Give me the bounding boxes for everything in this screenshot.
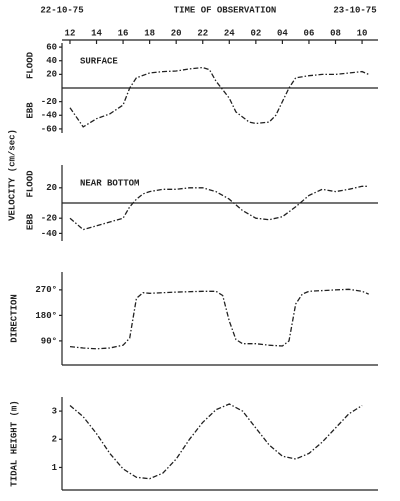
y-tick-label: 1 [52, 463, 58, 473]
x-tick-label: 10 [357, 28, 368, 38]
data-line [69, 185, 369, 231]
data-line [69, 403, 363, 480]
x-tick-label: 06 [304, 28, 315, 38]
x-tick-label: 14 [91, 28, 102, 38]
left-date: 22-10-75 [40, 5, 83, 15]
x-tick-label: 22 [197, 28, 208, 38]
y-tick-label: -60 [41, 124, 57, 134]
x-tick-label: 20 [171, 28, 182, 38]
x-tick-label: 12 [65, 28, 76, 38]
y-tick-label: 20 [46, 183, 57, 193]
y-tick-label: -40 [41, 111, 57, 121]
flood-label: FLOOD [25, 170, 35, 198]
y-tick-label: 2 [52, 435, 57, 445]
ebb-label: EBB [25, 102, 35, 119]
x-tick-label: 02 [250, 28, 261, 38]
y-tick-label: -20 [41, 97, 57, 107]
ebb-label: EBB [25, 213, 35, 230]
velocity-label: VELOCITY (cm/sec) [7, 129, 17, 221]
data-line [69, 288, 369, 350]
x-tick-label: 16 [118, 28, 129, 38]
y-axis-label: DIRECTION [9, 294, 19, 343]
y-tick-label: 270° [35, 285, 57, 295]
right-date: 23-10-75 [333, 5, 376, 15]
data-line [69, 66, 369, 128]
title: TIME OF OBSERVATION [174, 5, 277, 15]
flood-label: FLOOD [25, 51, 35, 79]
y-axis-label: TIDAL HEIGHT (m) [9, 400, 19, 486]
panel-label: NEAR BOTTOM [80, 178, 139, 188]
y-tick-label: 90° [41, 336, 57, 346]
y-tick-label: -20 [41, 214, 57, 224]
x-tick-label: 24 [224, 28, 235, 38]
y-tick-label: 3 [52, 406, 57, 416]
y-tick-label: 40 [46, 56, 57, 66]
panel-label: SURFACE [80, 56, 118, 66]
y-tick-label: 60 [46, 42, 57, 52]
x-tick-label: 08 [330, 28, 341, 38]
y-tick-label: 180° [35, 311, 57, 321]
y-tick-label: 20 [46, 70, 57, 80]
x-tick-label: 04 [277, 28, 288, 38]
y-tick-label: -40 [41, 229, 57, 239]
x-tick-label: 18 [144, 28, 155, 38]
